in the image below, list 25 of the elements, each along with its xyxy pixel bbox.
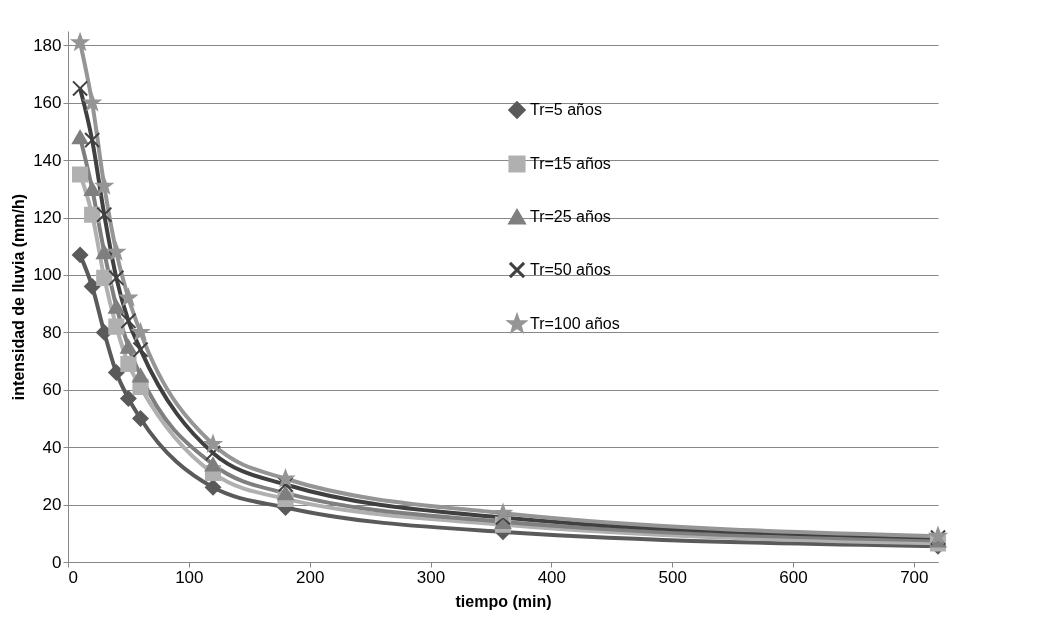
y-tick-label: 80 bbox=[42, 322, 62, 342]
y-tick-label: 180 bbox=[33, 35, 62, 55]
y-tick-label: 60 bbox=[42, 380, 62, 400]
legend-label: Tr=25 años bbox=[530, 208, 611, 225]
y-tick-label: 0 bbox=[52, 552, 62, 572]
legend-label: Tr=100 años bbox=[530, 315, 620, 332]
y-tick-label: 40 bbox=[42, 437, 62, 457]
y-axis-title: intensidad de lluvia (mm/h) bbox=[10, 193, 28, 401]
y-tick-label: 160 bbox=[33, 93, 62, 113]
y-tick-label: 20 bbox=[42, 495, 62, 515]
x-tick-label: 300 bbox=[416, 567, 446, 587]
x-tick-label: 600 bbox=[779, 567, 808, 587]
x-tick-label: 400 bbox=[537, 567, 567, 587]
y-tick-label: 120 bbox=[33, 208, 62, 228]
x-tick-label: 200 bbox=[295, 567, 325, 587]
legend-label: Tr=50 años bbox=[530, 261, 611, 278]
y-tick-label: 100 bbox=[33, 265, 62, 285]
x-tick-label: 700 bbox=[900, 567, 929, 587]
x-tick-label: 0 bbox=[68, 567, 78, 587]
x-axis-title: tiempo (min) bbox=[455, 592, 552, 610]
x-tick-label: 500 bbox=[658, 567, 687, 587]
x-tick-label: 100 bbox=[175, 567, 204, 587]
y-tick-label: 140 bbox=[33, 150, 62, 170]
legend-label: Tr=15 años bbox=[530, 155, 611, 172]
legend-label: Tr=5 años bbox=[530, 101, 602, 118]
